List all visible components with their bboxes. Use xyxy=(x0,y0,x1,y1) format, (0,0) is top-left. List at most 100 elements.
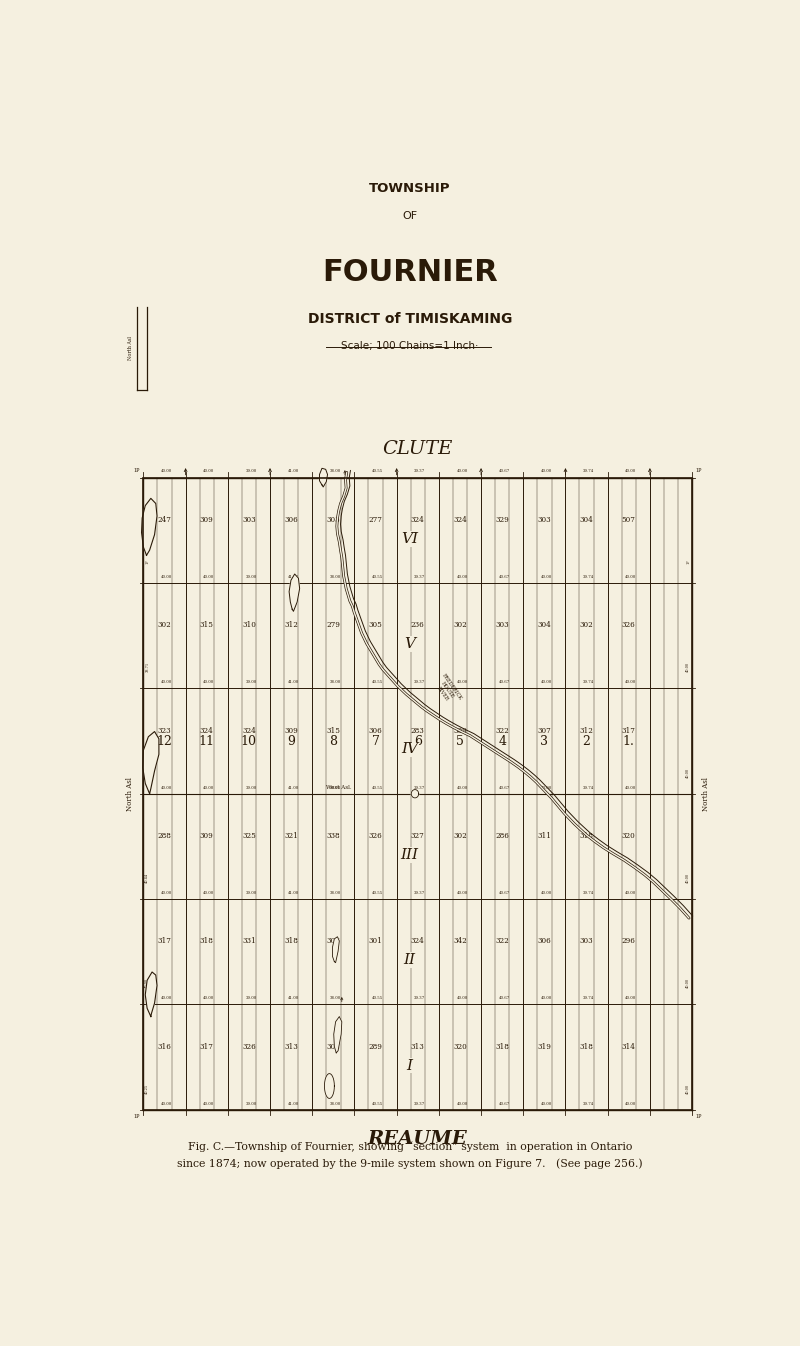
Text: 307: 307 xyxy=(326,937,340,945)
Text: 277: 277 xyxy=(369,516,382,524)
Text: 39.74: 39.74 xyxy=(583,470,594,474)
Polygon shape xyxy=(333,937,339,962)
Text: 40.00: 40.00 xyxy=(541,891,552,895)
Text: 302: 302 xyxy=(580,621,594,629)
Text: 40.00: 40.00 xyxy=(686,767,690,778)
Text: 326: 326 xyxy=(369,832,382,840)
Text: 302: 302 xyxy=(158,621,171,629)
Text: 41.00: 41.00 xyxy=(288,575,299,579)
Text: 312: 312 xyxy=(284,621,298,629)
Text: 40.55: 40.55 xyxy=(372,680,383,684)
Text: 3: 3 xyxy=(540,735,548,747)
Text: 304: 304 xyxy=(580,516,594,524)
Text: 326: 326 xyxy=(622,621,636,629)
Text: 303: 303 xyxy=(495,621,509,629)
Text: 40.00: 40.00 xyxy=(457,1101,468,1105)
Text: 315: 315 xyxy=(200,621,214,629)
Text: 40.00: 40.00 xyxy=(457,575,468,579)
Text: 327: 327 xyxy=(411,832,425,840)
Text: 8: 8 xyxy=(330,735,338,747)
Text: 38.71: 38.71 xyxy=(146,662,150,673)
Text: FREDERICK
HOUSE
RIVER: FREDERICK HOUSE RIVER xyxy=(431,673,463,708)
Text: 507: 507 xyxy=(622,516,636,524)
Text: 40.00: 40.00 xyxy=(541,470,552,474)
Text: 306: 306 xyxy=(284,516,298,524)
Text: 40.00: 40.00 xyxy=(686,874,690,883)
Text: 40.00: 40.00 xyxy=(541,996,552,1000)
Text: 40.00: 40.00 xyxy=(146,979,150,988)
Text: 39.37: 39.37 xyxy=(414,1101,426,1105)
Text: 39.37: 39.37 xyxy=(414,470,426,474)
Text: 39.37: 39.37 xyxy=(414,575,426,579)
Text: 309: 309 xyxy=(284,727,298,735)
Text: 40.00: 40.00 xyxy=(541,575,552,579)
Text: 338: 338 xyxy=(326,832,340,840)
Text: 9: 9 xyxy=(287,735,295,747)
Text: VI: VI xyxy=(401,532,418,545)
Text: 4: 4 xyxy=(498,735,506,747)
Text: 40.67: 40.67 xyxy=(498,786,510,790)
Text: 38.00: 38.00 xyxy=(330,1101,341,1105)
Text: 40.00: 40.00 xyxy=(161,1101,172,1105)
Text: 41.00: 41.00 xyxy=(288,680,299,684)
Polygon shape xyxy=(319,468,327,487)
Text: 40.00: 40.00 xyxy=(541,786,552,790)
Text: 39.74: 39.74 xyxy=(583,1101,594,1105)
Text: 39.37: 39.37 xyxy=(414,891,426,895)
Text: 306: 306 xyxy=(369,727,382,735)
Text: 306: 306 xyxy=(538,937,551,945)
Text: 40.00: 40.00 xyxy=(161,786,172,790)
Text: 39.74: 39.74 xyxy=(583,680,594,684)
Text: North Asl: North Asl xyxy=(129,336,134,361)
Text: 41.00: 41.00 xyxy=(288,470,299,474)
Text: 286: 286 xyxy=(495,832,509,840)
Text: 319: 319 xyxy=(538,1043,551,1051)
Text: 39.74: 39.74 xyxy=(583,891,594,895)
Text: 1P: 1P xyxy=(695,468,702,474)
Text: 317: 317 xyxy=(158,937,171,945)
Text: 40.00: 40.00 xyxy=(626,786,637,790)
Text: 40.00: 40.00 xyxy=(626,470,637,474)
Text: 41.00: 41.00 xyxy=(288,891,299,895)
Text: North Asl: North Asl xyxy=(702,777,710,810)
Text: 1P: 1P xyxy=(695,1114,702,1119)
Text: 326: 326 xyxy=(242,1043,256,1051)
Text: 40.00: 40.00 xyxy=(457,996,468,1000)
Text: 38.00: 38.00 xyxy=(330,996,341,1000)
Text: 309: 309 xyxy=(200,832,214,840)
Text: 40.55: 40.55 xyxy=(372,1101,383,1105)
Text: 324: 324 xyxy=(242,727,256,735)
Text: 303: 303 xyxy=(326,516,340,524)
Text: 289: 289 xyxy=(369,1043,382,1051)
Text: 40.00: 40.00 xyxy=(626,891,637,895)
Text: West Asl.: West Asl. xyxy=(326,785,351,790)
Text: 40.67: 40.67 xyxy=(498,575,510,579)
Text: 315: 315 xyxy=(326,727,340,735)
Text: 307: 307 xyxy=(538,727,551,735)
Text: 314: 314 xyxy=(622,1043,636,1051)
Text: I: I xyxy=(406,1058,412,1073)
Text: 7: 7 xyxy=(372,735,379,747)
Text: 318: 318 xyxy=(284,937,298,945)
Text: 311: 311 xyxy=(538,832,551,840)
Text: 40.00: 40.00 xyxy=(203,1101,214,1105)
Text: 320: 320 xyxy=(622,832,636,840)
Text: 236: 236 xyxy=(411,621,425,629)
Text: 40.00: 40.00 xyxy=(161,996,172,1000)
Text: 321: 321 xyxy=(284,832,298,840)
Text: 40.55: 40.55 xyxy=(372,786,383,790)
Polygon shape xyxy=(146,972,157,1016)
Text: 288: 288 xyxy=(158,832,171,840)
Text: 39.37: 39.37 xyxy=(414,680,426,684)
Text: 322: 322 xyxy=(495,937,509,945)
Text: 279: 279 xyxy=(326,621,340,629)
Text: 40.00: 40.00 xyxy=(541,680,552,684)
Text: 324: 324 xyxy=(453,516,467,524)
Polygon shape xyxy=(289,573,300,611)
Text: 40.00: 40.00 xyxy=(686,1084,690,1094)
Text: 40.55: 40.55 xyxy=(372,996,383,1000)
Text: 40.55: 40.55 xyxy=(372,891,383,895)
Text: 40.00: 40.00 xyxy=(161,891,172,895)
Text: 39.37: 39.37 xyxy=(414,996,426,1000)
Text: 40.00: 40.00 xyxy=(457,470,468,474)
